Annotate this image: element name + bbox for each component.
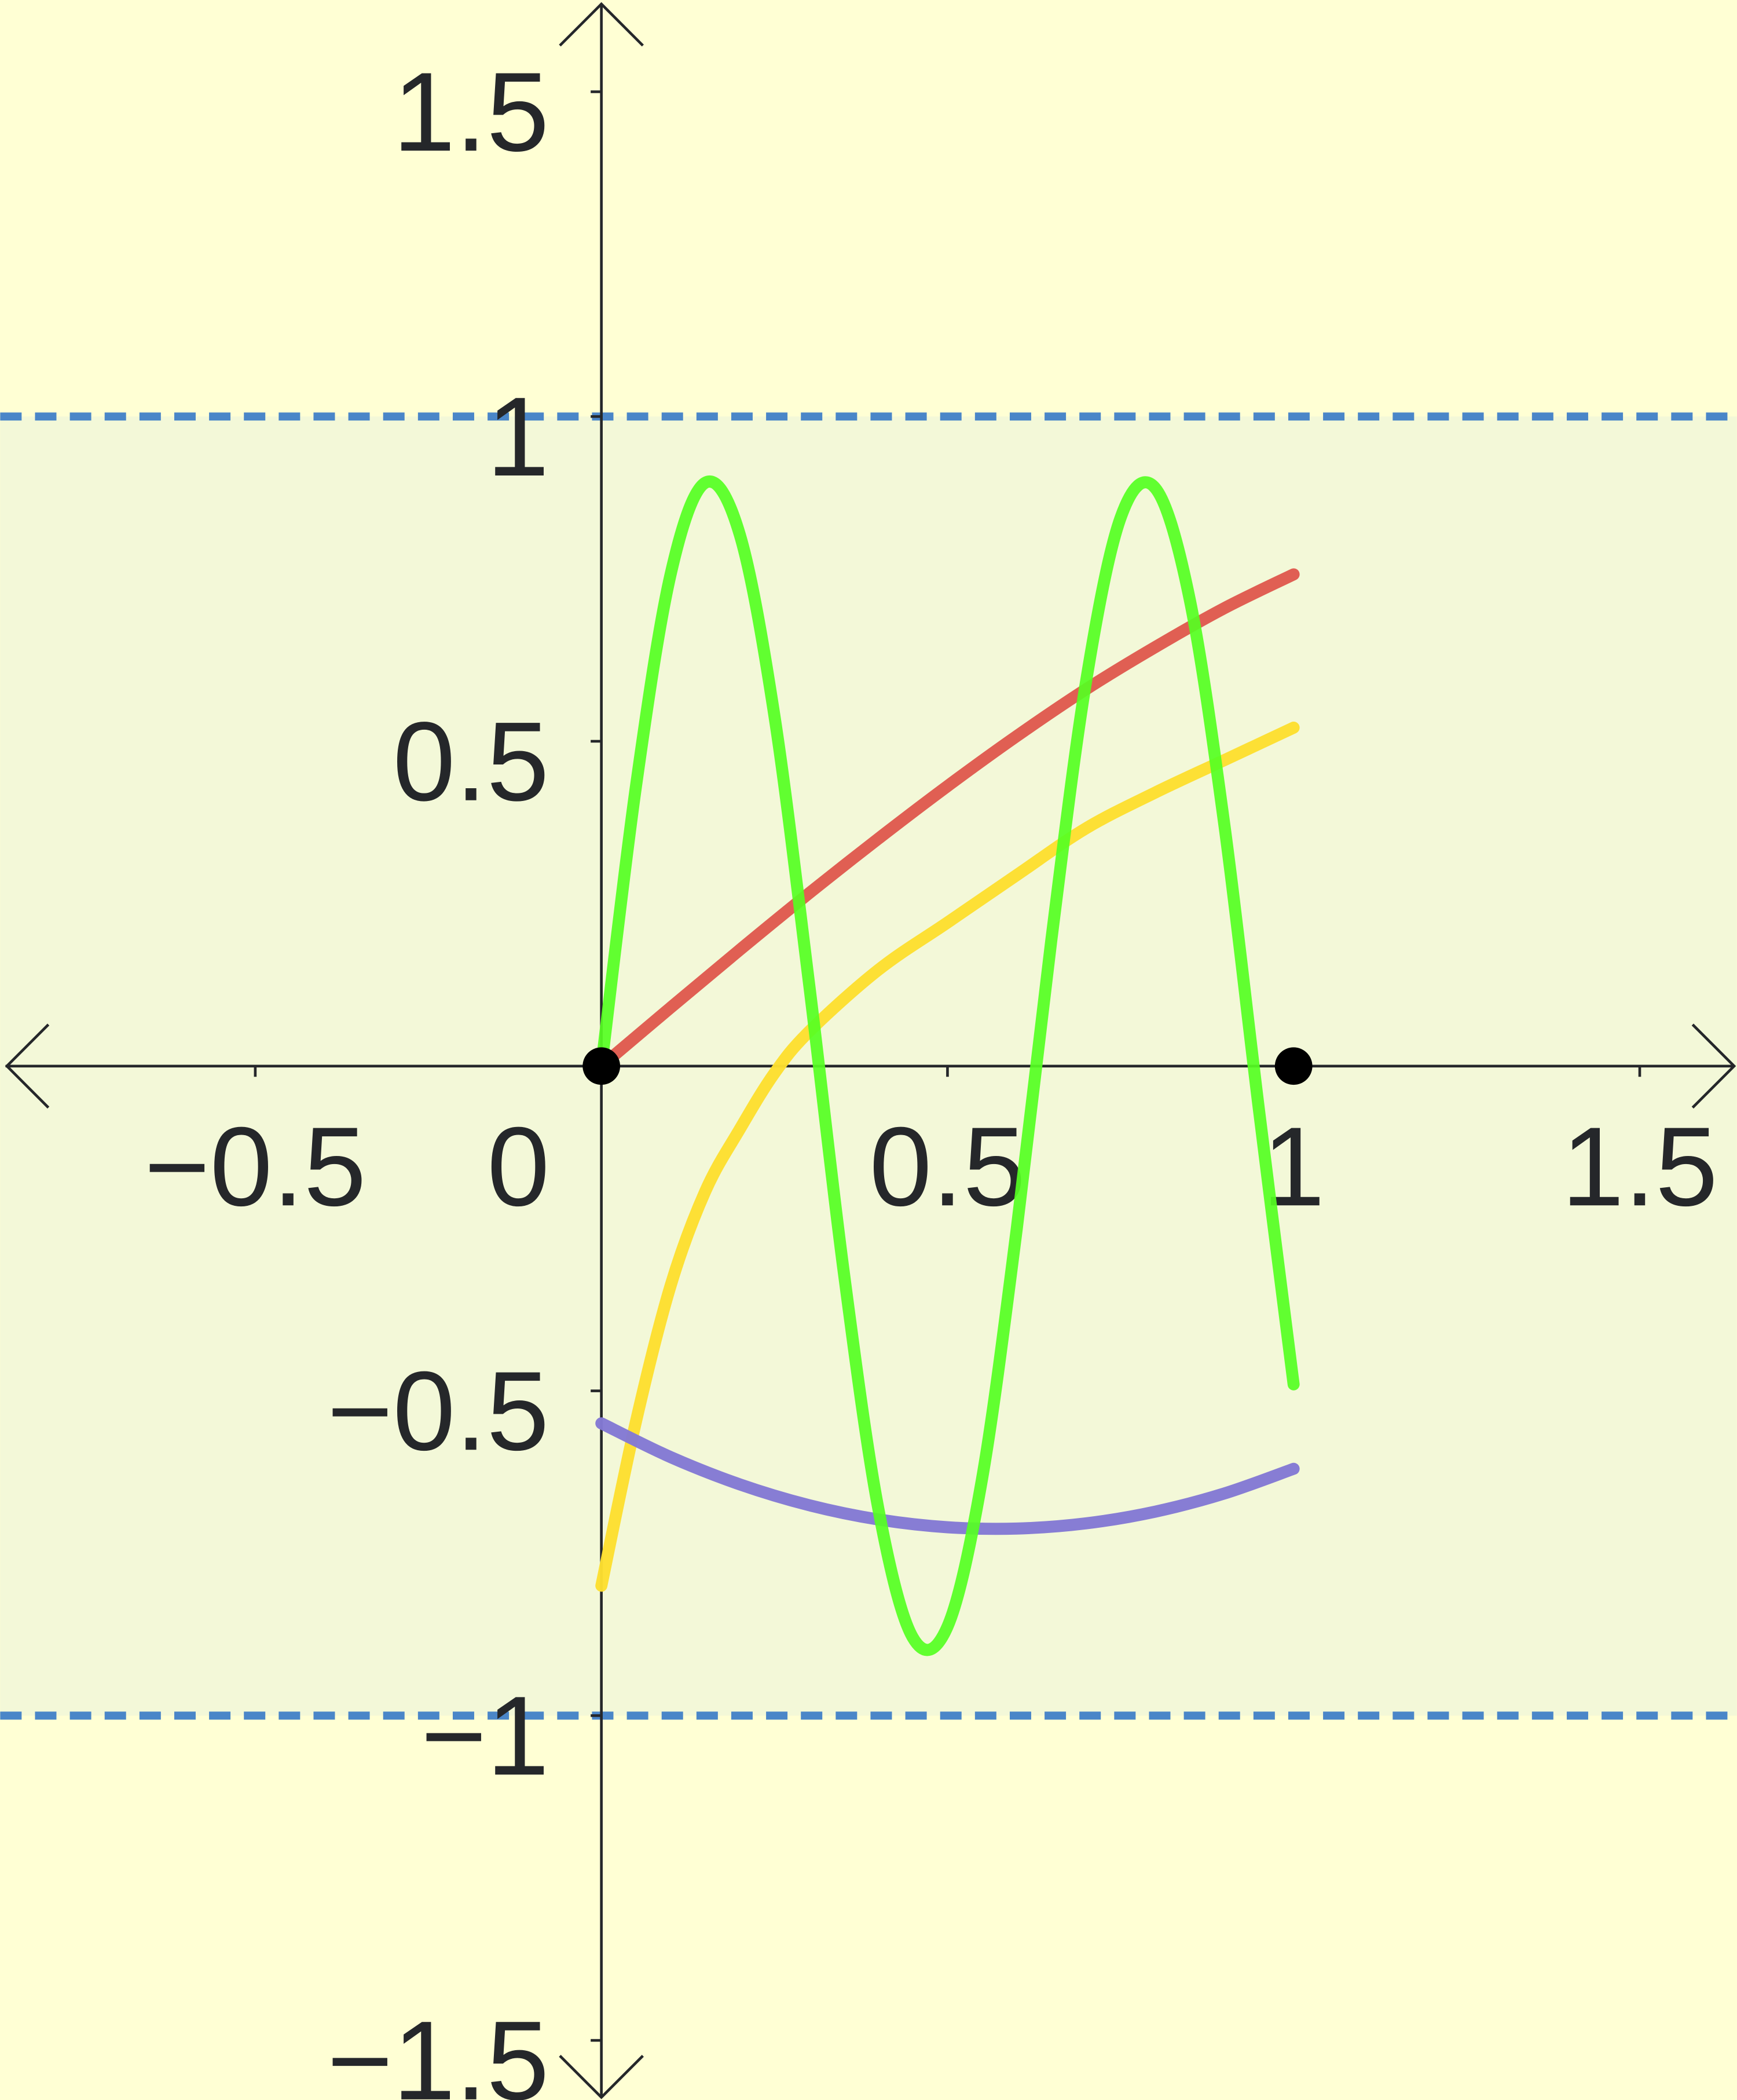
y-tick-label: −1 — [421, 1673, 549, 1799]
x-axis-right-arrow-icon — [1691, 1023, 1736, 1109]
x-tick-label: −0.5 — [144, 1104, 366, 1230]
y-tick-label: 1.5 — [393, 49, 549, 175]
x-tick-label: 1.5 — [1562, 1104, 1718, 1230]
x-axis-left-arrow-icon — [5, 1023, 50, 1109]
y-axis-down-arrow-icon — [559, 2055, 644, 2099]
x-tick-label: 0 — [487, 1104, 549, 1230]
series-line-2 — [595, 1417, 1300, 1535]
series-line-1 — [595, 722, 1300, 1592]
y-axis-up-arrow-icon — [559, 2, 644, 47]
point-marker — [582, 1047, 621, 1085]
point-marker — [1274, 1047, 1313, 1085]
x-tick-label: 0.5 — [869, 1104, 1025, 1230]
series-line-0 — [595, 568, 1300, 1073]
y-tick-label: 1 — [486, 374, 549, 500]
series-line-3 — [595, 475, 1300, 1656]
y-tick-label: 0.5 — [393, 699, 549, 825]
y-tick-label: −0.5 — [327, 1348, 549, 1474]
y-tick-label: −1.5 — [327, 1998, 549, 2100]
